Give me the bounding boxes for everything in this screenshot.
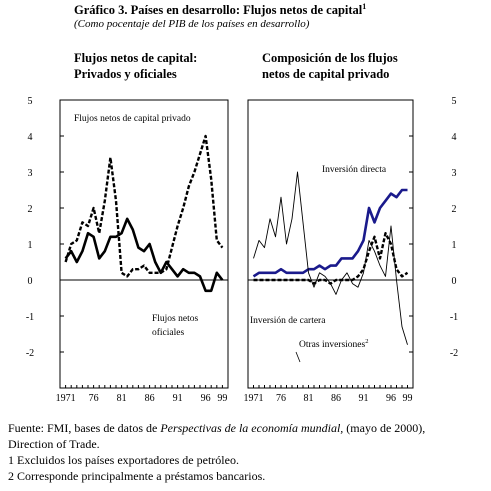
left-y-tick-label: 5 [28,96,33,107]
otras-inversiones-note: 2 [365,338,368,345]
footnote-source: Fuente: FMI, bases de datos de Perspecti… [8,420,425,436]
left-y-tick-label: 2 [28,204,33,215]
chart-title-text: Gráfico 3. Países en desarrollo: Flujos … [74,3,363,18]
label-inversion-cartera: Inversión de cartera [250,316,326,326]
left-panel-title-line1: Flujos netos de capital: [74,51,198,65]
right-x-tick-label: 99 [403,393,413,404]
left-y-tick-label: -2 [26,348,34,359]
left-y-tick-label: 4 [28,132,33,143]
footnote-1: 1 Excluidos los países exportadores de p… [8,453,239,467]
right-y-tick-label: 3 [452,168,457,179]
left-x-tick-label: 99 [217,393,227,404]
left-y-tick-label: 0 [28,276,33,287]
right-panel-title-line2: netos de capital privado [262,67,390,81]
right-x-tick-label: 86 [331,393,341,404]
label-flujos-oficiales-line2: oficiales [152,327,184,338]
right-y-tick-label: -1 [450,312,458,323]
right-panel-title-line1: Composición de los flujos [262,51,398,65]
chart-subtitle: (Como pocentaje del PIB de los países en… [74,18,310,30]
label-flujos-privado: Flujos netos de capital privado [74,114,191,124]
chart-title: Gráfico 3. Países en desarrollo: Flujos … [74,2,366,18]
left-series-flujos-netos-oficialesline [64,217,224,293]
right-y-tick-label: 5 [452,96,457,107]
left-x-tick-label: 76 [89,393,99,404]
otras-inversiones-leader [295,351,301,363]
right-panel-title: Composición de los flujos netos de capit… [262,50,398,82]
left-panel-title-line2: Privados y oficiales [74,67,177,81]
left-panel-title: Flujos netos de capital: Privados y ofic… [74,50,197,82]
left-x-tick-label: 86 [145,393,155,404]
label-flujos-oficiales-line1: Flujos netos [152,314,198,324]
left-y-tick-label: 1 [28,240,33,251]
source-prefix: Fuente: FMI, bases de datos de [8,421,161,435]
right-series-inversi-n-directaline [252,188,408,278]
right-x-tick-label: 91 [359,393,369,404]
right-series-inversi-n-de-carteraline [253,231,409,285]
footnote-2: 2 Corresponde principalmente a préstamos… [8,469,266,483]
right-y-tick-label: -2 [450,348,458,359]
label-inversion-directa: Inversión directa [322,165,387,175]
right-x-tick-label: 96 [386,393,396,404]
right-x-tick-label: 81 [304,393,314,404]
left-y-tick-label: 3 [28,168,33,179]
right-x-tick-label: 1971 [244,393,264,404]
footnote-source-line2: Direction of Trade. [8,437,100,451]
left-x-tick-label: 91 [173,393,183,404]
right-y-tick-label: 0 [452,276,457,287]
right-x-tick-label: 76 [276,393,286,404]
title-footnote-marker: 1 [362,2,367,11]
left-y-tick-label: -1 [26,312,34,323]
source-italic: Perspectivas de la economía mundial, [160,421,344,435]
left-series-flujos-netos-de-capital-privadoline [64,134,224,278]
right-y-tick-label: 2 [452,204,457,215]
left-x-tick-label: 96 [201,393,211,404]
right-y-tick-label: 1 [452,240,457,251]
left-x-tick-label: 81 [117,393,127,404]
left-x-tick-label: 1971 [56,393,76,404]
right-y-tick-label: 4 [452,132,457,143]
source-suffix: (mayo de 2000), [343,421,426,435]
label-otras-inversiones: Otras inversiones2 [299,338,368,350]
right-series-otras-inversionesline [253,171,408,345]
